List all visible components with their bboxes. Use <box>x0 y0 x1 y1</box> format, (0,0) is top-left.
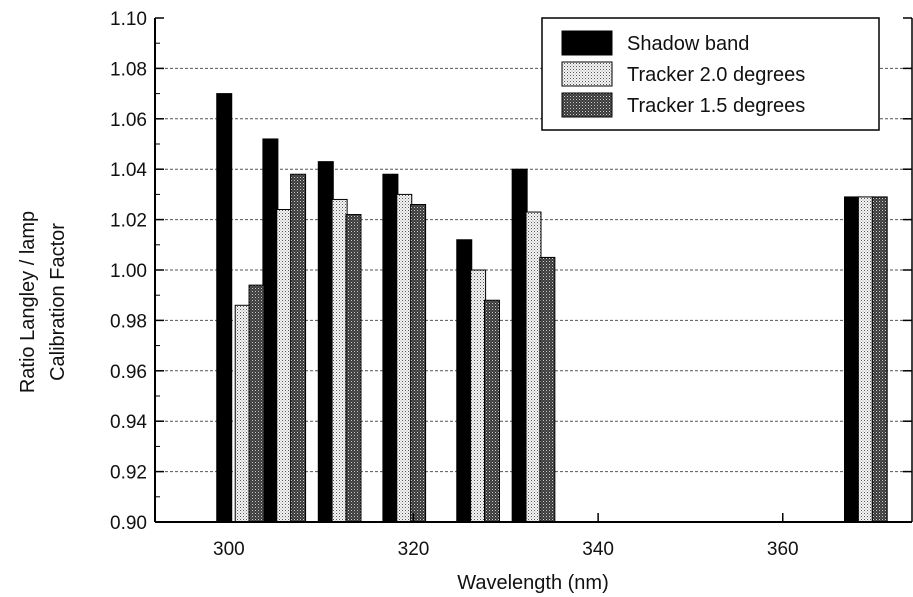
bar <box>539 256 556 523</box>
y-tick-label: 0.98 <box>110 311 147 332</box>
bar <box>483 299 500 523</box>
bar <box>345 214 362 523</box>
bar <box>396 193 413 523</box>
x-tick-label: 360 <box>767 539 799 560</box>
bar <box>317 161 334 523</box>
bar <box>511 168 528 523</box>
bar <box>410 203 427 523</box>
legend-label-tracker-2: Tracker 2.0 degrees <box>627 64 805 86</box>
y-tick-label: 0.92 <box>110 463 147 484</box>
y-tick-label: 0.96 <box>110 362 147 383</box>
x-tick-label: 340 <box>582 539 614 560</box>
axes <box>154 17 913 523</box>
legend-label-tracker-1-5: Tracker 1.5 degrees <box>627 95 805 117</box>
y-tick-label: 1.02 <box>110 211 147 232</box>
y-tick-label: 1.08 <box>110 59 147 80</box>
bar <box>276 209 293 523</box>
y-axis-title-line2: Calibration Factor <box>47 223 69 381</box>
x-tick-label: 320 <box>398 539 430 560</box>
y-tick-labels: 0.90 0.92 0.94 0.96 0.98 1.00 1.02 1.04 1.06 1.08… <box>110 9 147 534</box>
bar <box>248 284 265 523</box>
bar <box>857 196 874 523</box>
bar <box>456 239 473 523</box>
bar <box>290 173 307 523</box>
legend: Shadow band Tracker 2.0 degrees Tracker … <box>541 17 880 131</box>
bar <box>331 198 348 523</box>
y-tick-label: 0.90 <box>110 513 147 534</box>
bars <box>216 93 888 523</box>
y-tick-label: 0.94 <box>110 412 147 433</box>
y-axis-title-line1: Ratio Langley / lamp <box>17 211 39 393</box>
legend-swatch-tracker-1-5 <box>561 92 613 118</box>
legend-swatch-shadow-band <box>561 30 613 56</box>
bar <box>234 304 251 523</box>
y-tick-label: 1.10 <box>110 9 147 30</box>
bar <box>843 196 860 523</box>
bar <box>470 269 487 523</box>
y-tick-label: 1.04 <box>110 160 147 181</box>
bar <box>216 93 233 523</box>
y-tick-label: 1.00 <box>110 261 147 282</box>
bar <box>525 211 542 523</box>
legend-label-shadow-band: Shadow band <box>627 33 749 55</box>
x-axis-title: Wavelength (nm) <box>457 572 609 594</box>
legend-swatch-tracker-2 <box>561 61 613 87</box>
y-tick-label: 1.06 <box>110 110 147 131</box>
x-tick-labels: 300 320 340 360 <box>213 539 799 560</box>
bar <box>262 138 279 523</box>
x-tick-label: 300 <box>213 539 245 560</box>
bar <box>871 196 888 523</box>
bar <box>382 173 399 523</box>
